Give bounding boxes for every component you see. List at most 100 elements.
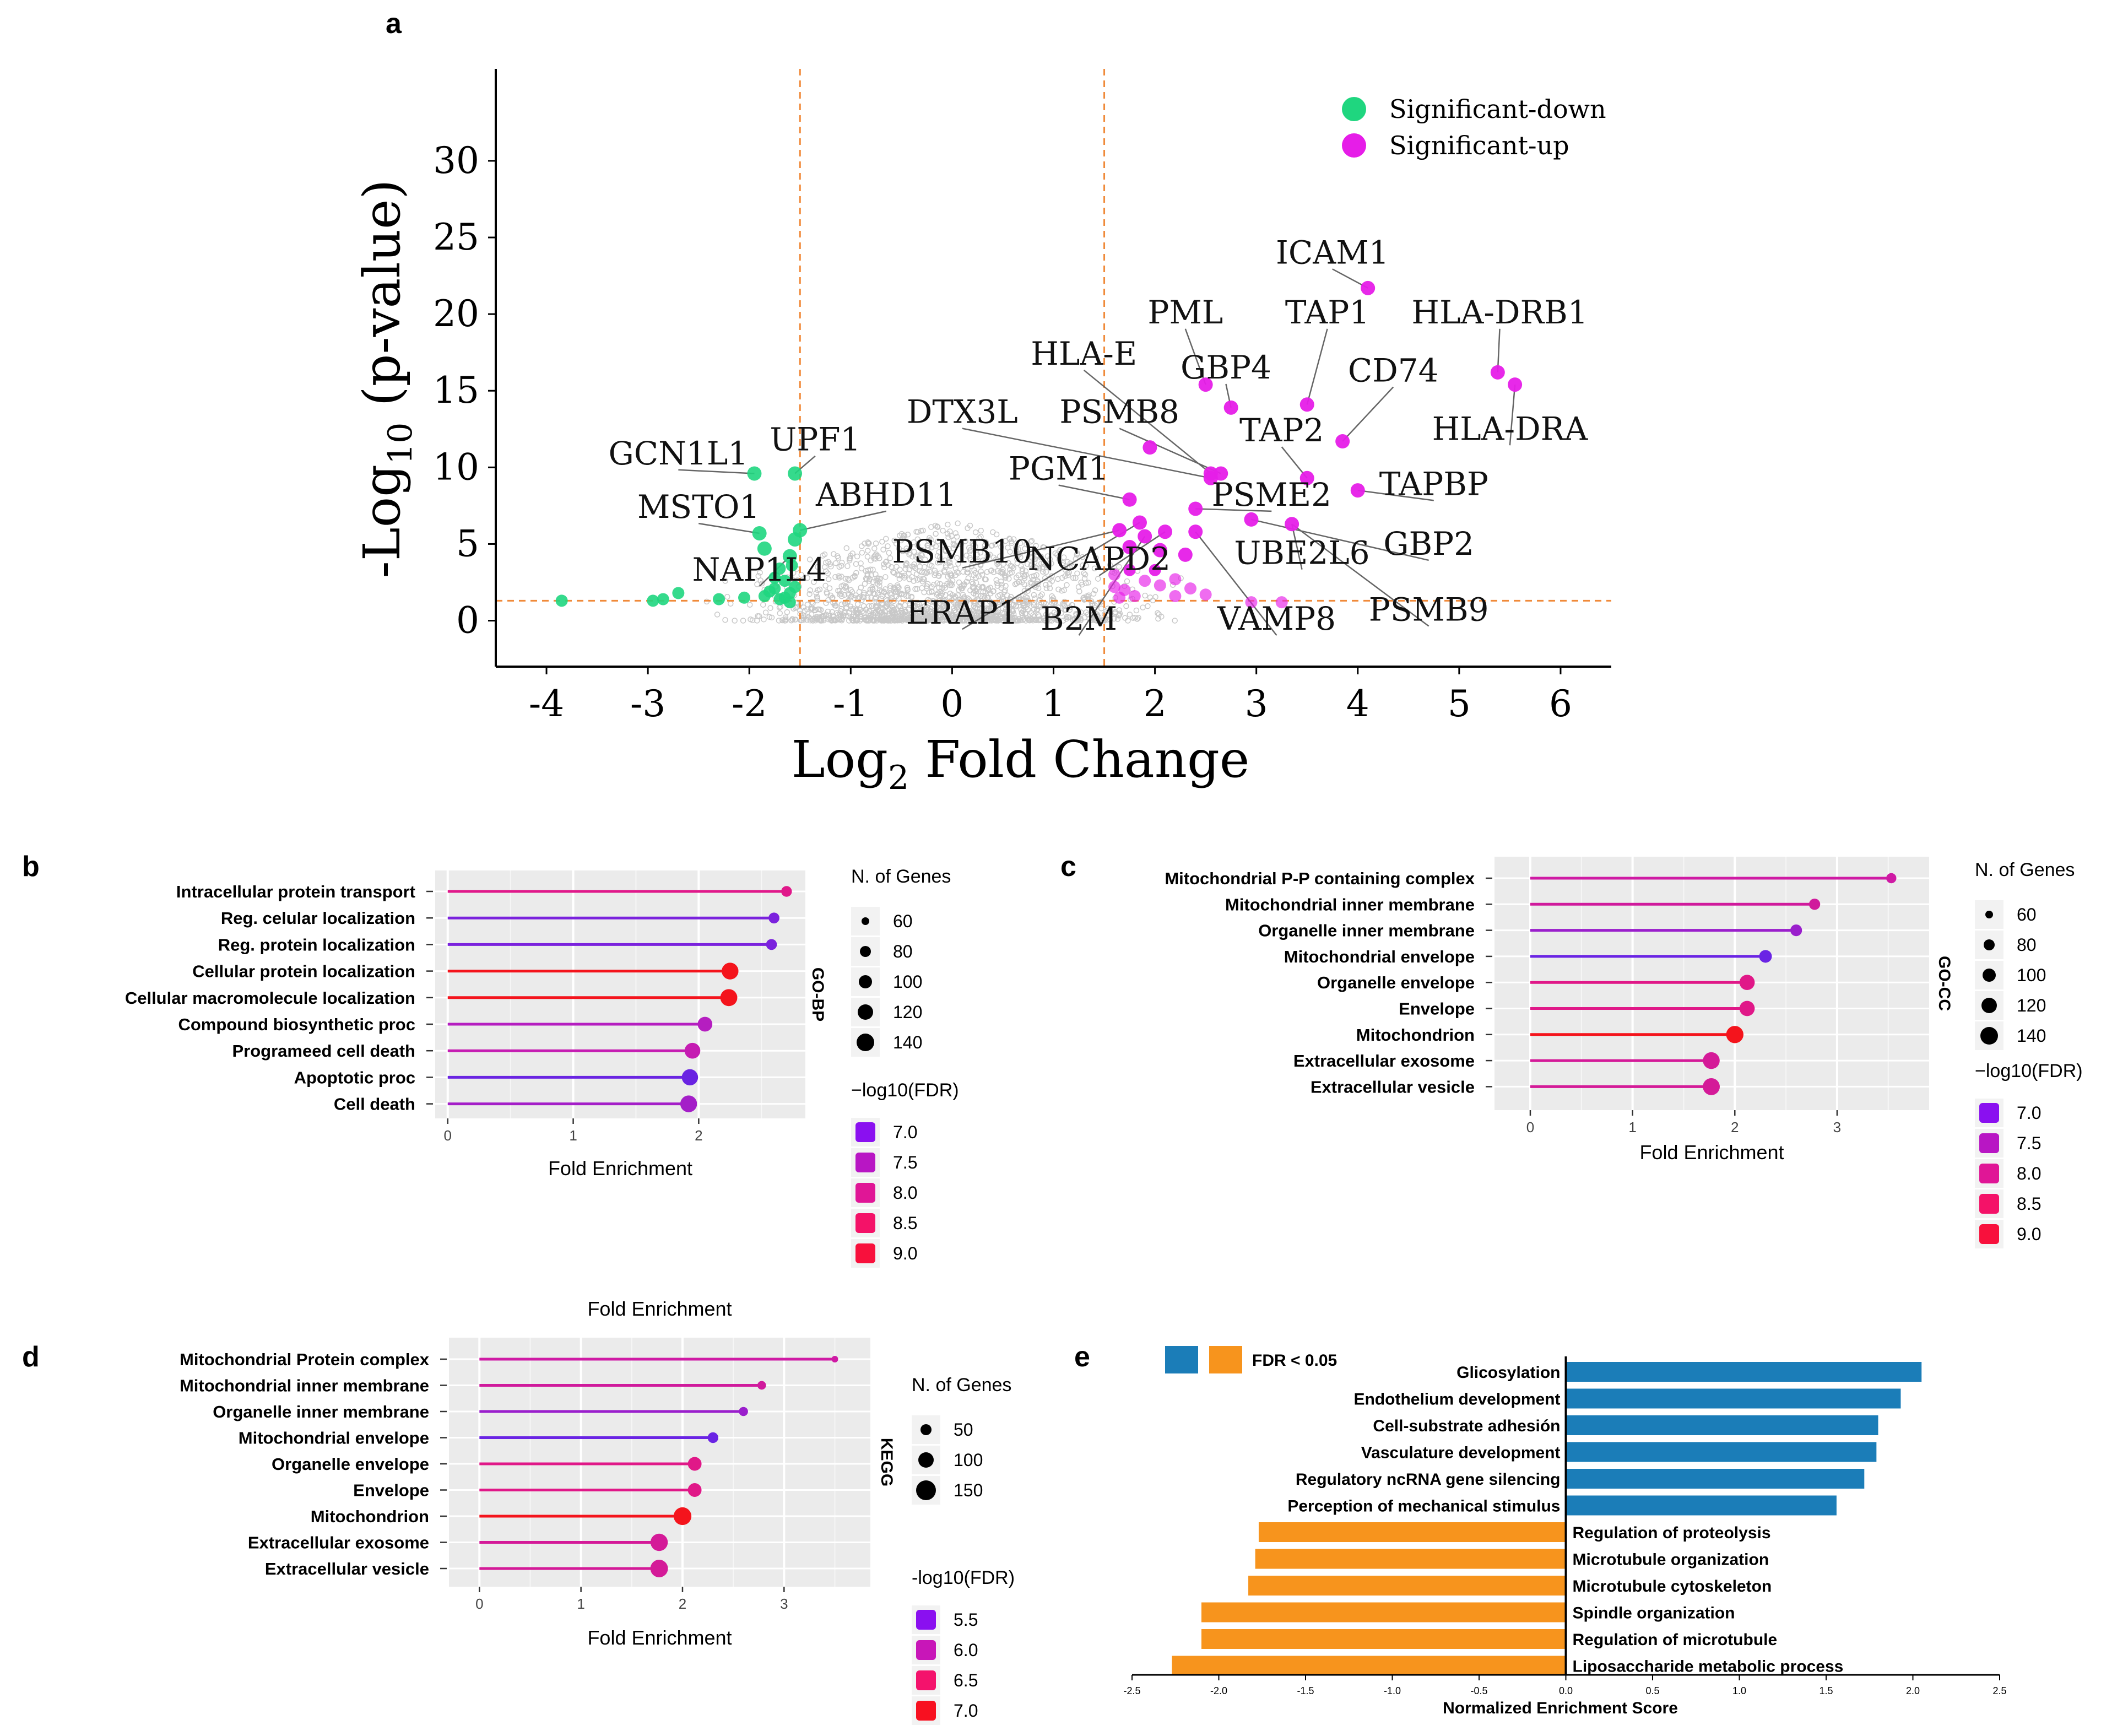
- ns-point: [997, 592, 1003, 598]
- gene-label: PSMB9: [1369, 591, 1489, 629]
- ns-point: [984, 553, 990, 559]
- ns-point: [907, 602, 913, 608]
- ns-point: [804, 601, 811, 608]
- ns-point: [1048, 560, 1054, 567]
- ns-point: [1014, 560, 1021, 566]
- category-label: Organelle inner membrane: [213, 1402, 429, 1421]
- ns-point: [846, 558, 853, 564]
- ns-point: [906, 570, 912, 577]
- ns-point: [886, 550, 892, 556]
- ns-point: [939, 542, 946, 549]
- ns-point: [947, 553, 954, 559]
- gene-label: CD74: [1348, 352, 1439, 390]
- size-legend-label: 140: [2017, 1026, 2046, 1046]
- ns-point: [821, 551, 828, 558]
- ns-point: [1019, 610, 1025, 616]
- color-legend-label: 7.0: [954, 1701, 978, 1721]
- up-point: [1122, 492, 1137, 507]
- ns-point: [891, 609, 897, 616]
- ns-point: [1028, 538, 1034, 545]
- category-label: Mitochondrion: [311, 1507, 429, 1526]
- x-tick-label: -1.5: [1297, 1685, 1314, 1696]
- ns-point: [1066, 607, 1073, 613]
- ns-point: [843, 545, 850, 551]
- gene-label: GCN1L1: [608, 435, 748, 472]
- ns-point: [914, 536, 921, 543]
- ns-point: [829, 609, 835, 615]
- ns-point: [777, 610, 783, 616]
- ns-point: [849, 550, 855, 556]
- ns-point: [1033, 543, 1039, 549]
- ns-point: [1152, 594, 1158, 600]
- x-tick-label: 0.0: [1559, 1685, 1573, 1696]
- ns-point: [1015, 572, 1022, 578]
- ns-point: [932, 567, 938, 574]
- x-tick-label: 5: [1448, 683, 1471, 725]
- ns-point: [1093, 618, 1100, 624]
- ns-point: [976, 602, 982, 608]
- top-axis-title: Fold Enrichment: [587, 1297, 732, 1320]
- ns-point: [874, 581, 881, 587]
- ns-point: [946, 560, 953, 566]
- ns-point: [951, 542, 957, 548]
- ns-point: [839, 559, 845, 566]
- ns-point: [970, 585, 976, 591]
- down-point: [657, 593, 669, 605]
- lollipop-dot: [766, 939, 777, 950]
- ns-point: [832, 560, 839, 566]
- ns-point: [901, 615, 907, 622]
- gene-label: NCAPD2: [1028, 540, 1171, 578]
- ns-point: [847, 555, 853, 562]
- ns-point: [885, 543, 891, 549]
- category-label: Extracellular vesicle: [1311, 1077, 1475, 1096]
- leader-line: [1291, 523, 1303, 570]
- nes-bar: [1255, 1549, 1566, 1569]
- ns-point: [740, 618, 746, 624]
- color-legend-label: 6.0: [954, 1640, 978, 1660]
- ns-point: [1035, 612, 1042, 618]
- ns-point: [959, 583, 965, 589]
- ns-point: [992, 542, 999, 548]
- color-legend-label: 6.5: [954, 1670, 978, 1690]
- ns-point: [874, 575, 880, 581]
- volcano-plot: ICAM1 HLA-DRB1 TAP1 PML CD74 GBP4 HLA-E HLA-DRA…: [353, 69, 1611, 797]
- ns-point: [941, 569, 948, 575]
- down-point: [778, 575, 791, 587]
- size-legend-label: 100: [2017, 965, 2046, 985]
- lollipop-dot: [684, 1042, 701, 1059]
- leader-line: [962, 428, 1211, 479]
- ns-point: [804, 575, 810, 581]
- up-point: [1361, 280, 1376, 295]
- ns-point: [1038, 553, 1044, 560]
- ns-point: [868, 616, 874, 622]
- ns-point: [882, 559, 889, 565]
- ns-point: [825, 576, 832, 582]
- ns-point: [948, 581, 954, 587]
- x-axis-title: Fold Enrichment: [1639, 1141, 1784, 1164]
- ns-point: [732, 618, 738, 624]
- ns-point: [982, 589, 989, 595]
- ns-point: [847, 555, 853, 561]
- nes-bar: [1201, 1602, 1566, 1623]
- ns-point: [866, 608, 873, 614]
- color-legend-swatch: [855, 1213, 875, 1233]
- x-tick-label: 1: [1628, 1119, 1636, 1135]
- ns-point: [952, 607, 958, 613]
- ns-point: [1043, 582, 1049, 588]
- ns-point: [935, 538, 941, 544]
- ns-point: [913, 554, 919, 560]
- ns-point: [869, 587, 876, 593]
- size-legend-marker: [862, 917, 869, 925]
- ns-point: [1034, 606, 1041, 612]
- ns-point: [893, 589, 900, 596]
- ns-point: [941, 604, 947, 611]
- ns-point: [976, 573, 982, 580]
- ns-point: [880, 605, 886, 612]
- ns-point: [845, 576, 851, 582]
- lollipop-dot: [1759, 950, 1772, 963]
- gene-label: PML: [1147, 294, 1223, 331]
- ns-point: [943, 547, 949, 553]
- ns-point: [978, 527, 984, 534]
- ns-point: [1031, 559, 1038, 565]
- ns-point: [986, 615, 992, 621]
